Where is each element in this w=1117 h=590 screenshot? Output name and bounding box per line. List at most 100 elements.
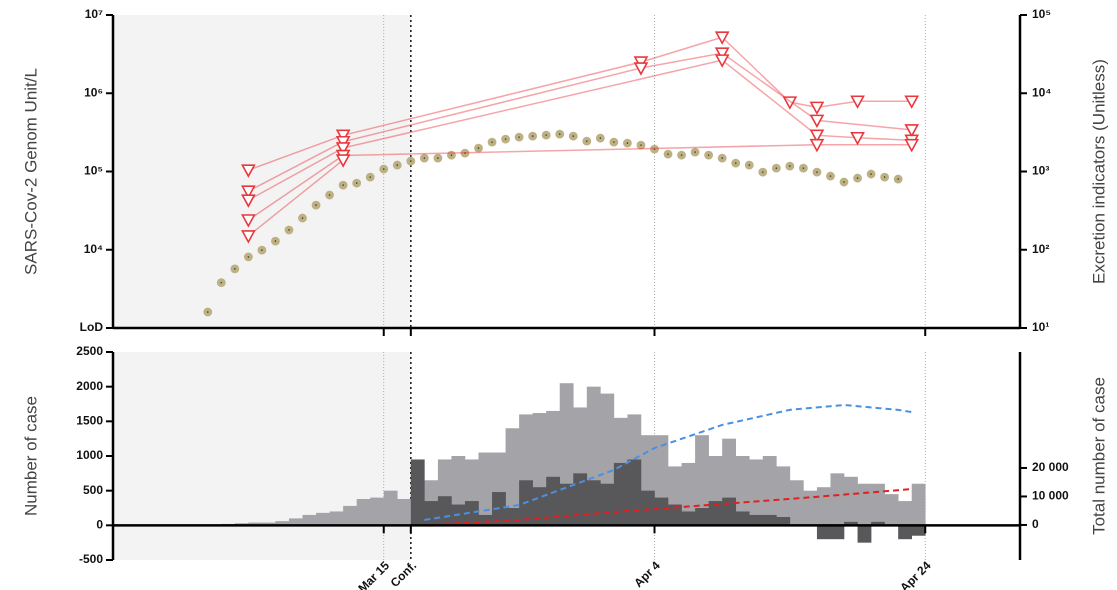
point <box>880 172 890 182</box>
bar <box>302 514 317 526</box>
triangle-point <box>782 96 798 110</box>
bar <box>248 522 263 526</box>
bar <box>627 459 642 526</box>
point <box>717 153 727 163</box>
bar <box>789 480 804 526</box>
point <box>447 150 456 160</box>
bar <box>776 466 791 526</box>
triangle-point <box>904 124 920 138</box>
point <box>609 137 619 147</box>
y-axis-title: SARS-Cov-2 Genom Unit/L <box>21 68 40 275</box>
point <box>338 180 348 190</box>
y-tick-label: 10⁴ <box>84 242 103 256</box>
point <box>758 167 768 177</box>
triangle-point <box>241 214 256 228</box>
point <box>744 160 754 170</box>
point <box>392 160 402 170</box>
bar <box>911 525 926 536</box>
point <box>528 131 538 141</box>
point <box>406 156 416 166</box>
y-tick-label: 1000 <box>76 448 103 462</box>
bar <box>681 511 696 526</box>
bar <box>383 490 398 526</box>
bar <box>640 490 655 526</box>
bar <box>762 456 777 526</box>
bar <box>844 521 858 526</box>
triangle-point <box>850 95 865 109</box>
bar <box>735 511 750 526</box>
bar <box>288 518 303 526</box>
triangle-point <box>241 230 256 244</box>
point <box>433 153 443 163</box>
bar <box>749 459 764 526</box>
point <box>582 136 592 146</box>
bar <box>424 501 439 526</box>
bar <box>871 521 885 526</box>
bar <box>356 498 371 526</box>
triangle-point <box>241 185 256 199</box>
bar <box>437 496 452 526</box>
triangle-point <box>335 142 351 156</box>
y2-axis-title: Excretion indicators (Unitless) <box>1089 59 1108 284</box>
bar <box>722 497 737 526</box>
triangle-point <box>714 47 730 61</box>
bar <box>397 498 412 526</box>
triangle-point <box>809 138 825 153</box>
bar <box>505 428 520 526</box>
bar <box>776 517 791 526</box>
x-tick-label: Mar 15 <box>355 558 392 590</box>
bar <box>316 512 330 526</box>
bar <box>410 459 425 526</box>
bar <box>830 525 845 540</box>
bar <box>735 456 750 526</box>
bar <box>600 483 615 526</box>
point <box>514 132 524 142</box>
shaded-period <box>113 352 411 560</box>
point <box>555 129 565 139</box>
bar <box>586 480 601 526</box>
triangle-point <box>714 54 730 68</box>
point <box>230 264 240 274</box>
triangle-point <box>904 95 920 109</box>
point <box>298 213 307 223</box>
point <box>866 169 876 179</box>
point <box>853 173 862 183</box>
bar <box>573 473 588 526</box>
y-tick-label: 10⁵ <box>84 164 103 178</box>
point <box>636 140 646 150</box>
triangle-point <box>904 138 920 153</box>
y2-axis-title: Total number of case <box>1089 377 1108 535</box>
y-tick-label: 2500 <box>76 344 103 358</box>
bar <box>464 501 479 526</box>
bar <box>898 525 913 540</box>
point <box>257 245 267 255</box>
bar <box>803 490 818 526</box>
point <box>474 143 483 153</box>
triangle-point <box>633 62 649 76</box>
point <box>325 190 334 200</box>
series-line <box>248 59 912 201</box>
point <box>271 236 280 246</box>
bar <box>695 508 709 526</box>
point <box>284 225 294 235</box>
bar <box>559 483 574 526</box>
point <box>487 137 497 147</box>
bar <box>681 462 696 526</box>
y-axis-title: Number of case <box>21 396 40 516</box>
point <box>663 149 673 159</box>
y2-tick-label: 10⁴ <box>1032 85 1051 99</box>
point <box>568 131 578 141</box>
bar <box>749 514 764 526</box>
shaded-period <box>113 15 411 328</box>
point <box>812 167 822 177</box>
point <box>785 161 795 171</box>
point <box>311 200 321 210</box>
bar <box>762 514 777 526</box>
y-tick-label: 500 <box>83 483 103 497</box>
point <box>365 172 375 182</box>
point <box>352 178 362 188</box>
series-line <box>247 159 344 237</box>
x-tick-label: Conf. <box>388 558 420 590</box>
point <box>771 163 781 173</box>
